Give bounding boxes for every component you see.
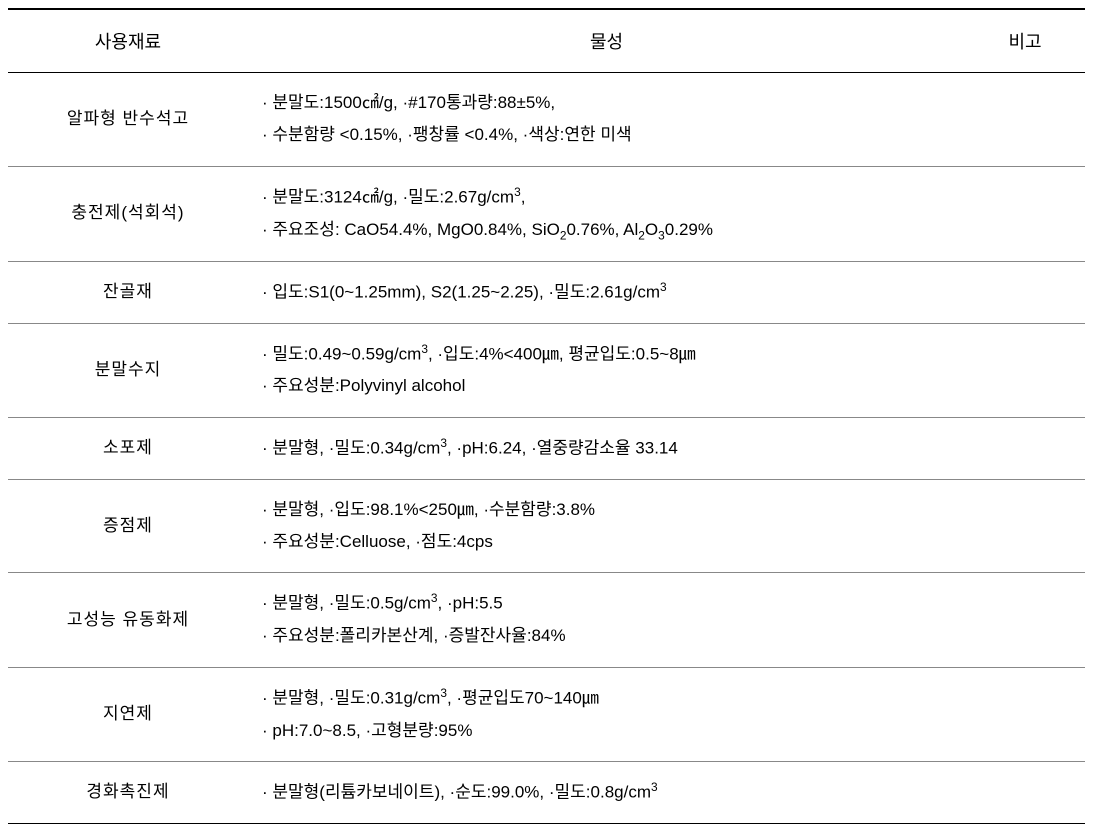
- column-header-material: 사용재료: [8, 9, 248, 73]
- table-row: 분말수지 · 밀도:0.49~0.59g/cm3, ·입도:4%<400㎛, 평균…: [8, 323, 1085, 417]
- cell-material: 고성능 유동화제: [8, 573, 248, 667]
- property-line: · 분말도:3124㎠/g, ·밀도:2.67g/cm3,: [262, 181, 953, 214]
- materials-table: 사용재료 물성 비고 알파형 반수석고· 분말도:1500㎠/g, ·#170통…: [8, 8, 1085, 824]
- table-row: 잔골재 · 입도:S1(0~1.25mm), S2(1.25~2.25), ·밀도…: [8, 261, 1085, 323]
- materials-table-container: 사용재료 물성 비고 알파형 반수석고· 분말도:1500㎠/g, ·#170통…: [8, 8, 1085, 824]
- table-row: 고성능 유동화제· 분말형, ·밀도:0.5g/cm3, ·pH:5.5· 주요…: [8, 573, 1085, 667]
- cell-note: [965, 417, 1085, 479]
- cell-property: · 입도:S1(0~1.25mm), S2(1.25~2.25), ·밀도:2.…: [248, 261, 965, 323]
- cell-material: 분말수지: [8, 323, 248, 417]
- cell-property: · 분말도:3124㎠/g, ·밀도:2.67g/cm3,· 주요조성: CaO…: [248, 166, 965, 261]
- cell-material: 알파형 반수석고: [8, 73, 248, 167]
- table-row: 지연제· 분말형, ·밀도:0.31g/cm3, ·평균입도70~140㎛· p…: [8, 667, 1085, 761]
- cell-property: · 분말형, ·밀도:0.34g/cm3, ·pH:6.24, ·열중량감소율 …: [248, 417, 965, 479]
- cell-material: 소포제: [8, 417, 248, 479]
- table-row: 알파형 반수석고· 분말도:1500㎠/g, ·#170통과량:88±5%,· …: [8, 73, 1085, 167]
- property-line: · 주요조성: CaO54.4%, MgO0.84%, SiO20.76%, A…: [262, 214, 953, 247]
- cell-note: [965, 667, 1085, 761]
- cell-note: [965, 261, 1085, 323]
- cell-note: [965, 573, 1085, 667]
- property-line: · pH:7.0~8.5, ·고형분량:95%: [262, 715, 953, 747]
- table-row: 경화촉진제 · 분말형(리튬카보네이트), ·순도:99.0%, ·밀도:0.8g…: [8, 761, 1085, 823]
- table-header-row: 사용재료 물성 비고: [8, 9, 1085, 73]
- cell-property: · 분말형(리튬카보네이트), ·순도:99.0%, ·밀도:0.8g/cm3: [248, 761, 965, 823]
- cell-property: · 분말도:1500㎠/g, ·#170통과량:88±5%,· 수분함량 <0.…: [248, 73, 965, 167]
- property-line: · 주요성분:폴리카본산계, ·증발잔사율:84%: [262, 620, 953, 652]
- cell-note: [965, 479, 1085, 573]
- property-line: · 입도:S1(0~1.25mm), S2(1.25~2.25), ·밀도:2.…: [262, 276, 953, 309]
- table-row: 충전제(석회석)· 분말도:3124㎠/g, ·밀도:2.67g/cm3,· 주…: [8, 166, 1085, 261]
- cell-material: 지연제: [8, 667, 248, 761]
- property-line: · 주요성분:Polyvinyl alcohol: [262, 370, 953, 402]
- cell-property: · 분말형, ·입도:98.1%<250㎛, ·수분함량:3.8%· 주요성분:…: [248, 479, 965, 573]
- property-line: · 분말도:1500㎠/g, ·#170통과량:88±5%,: [262, 87, 953, 119]
- cell-note: [965, 761, 1085, 823]
- table-row: 증점제· 분말형, ·입도:98.1%<250㎛, ·수분함량:3.8%· 주요…: [8, 479, 1085, 573]
- table-row: 소포제 · 분말형, ·밀도:0.34g/cm3, ·pH:6.24, ·열중량감…: [8, 417, 1085, 479]
- property-line: · 분말형, ·밀도:0.5g/cm3, ·pH:5.5: [262, 587, 953, 620]
- property-line: · 분말형, ·밀도:0.31g/cm3, ·평균입도70~140㎛: [262, 682, 953, 715]
- property-line: · 분말형(리튬카보네이트), ·순도:99.0%, ·밀도:0.8g/cm3: [262, 776, 953, 809]
- property-line: · 분말형, ·입도:98.1%<250㎛, ·수분함량:3.8%: [262, 494, 953, 526]
- table-body: 알파형 반수석고· 분말도:1500㎠/g, ·#170통과량:88±5%,· …: [8, 73, 1085, 824]
- cell-material: 충전제(석회석): [8, 166, 248, 261]
- property-line: · 밀도:0.49~0.59g/cm3, ·입도:4%<400㎛, 평균입도:0…: [262, 338, 953, 371]
- cell-note: [965, 166, 1085, 261]
- cell-material: 잔골재: [8, 261, 248, 323]
- cell-material: 경화촉진제: [8, 761, 248, 823]
- cell-note: [965, 323, 1085, 417]
- column-header-property: 물성: [248, 9, 965, 73]
- column-header-note: 비고: [965, 9, 1085, 73]
- cell-material: 증점제: [8, 479, 248, 573]
- cell-note: [965, 73, 1085, 167]
- property-line: · 분말형, ·밀도:0.34g/cm3, ·pH:6.24, ·열중량감소율 …: [262, 432, 953, 465]
- property-line: · 수분함량 <0.15%, ·팽창률 <0.4%, ·색상:연한 미색: [262, 119, 953, 151]
- cell-property: · 분말형, ·밀도:0.5g/cm3, ·pH:5.5· 주요성분:폴리카본산…: [248, 573, 965, 667]
- cell-property: · 분말형, ·밀도:0.31g/cm3, ·평균입도70~140㎛· pH:7…: [248, 667, 965, 761]
- property-line: · 주요성분:Celluose, ·점도:4cps: [262, 526, 953, 558]
- cell-property: · 밀도:0.49~0.59g/cm3, ·입도:4%<400㎛, 평균입도:0…: [248, 323, 965, 417]
